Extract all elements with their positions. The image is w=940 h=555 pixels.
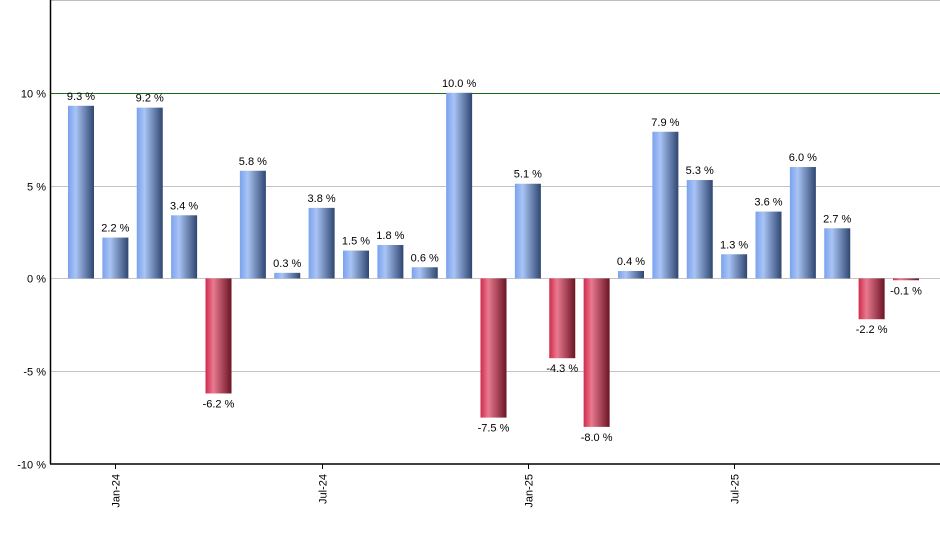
- y-tick-label: 5 %: [27, 182, 46, 194]
- bar: [205, 278, 232, 394]
- data-label: 9.3 %: [67, 91, 95, 103]
- bar: [686, 180, 713, 279]
- x-tick-label: Jan-24: [111, 474, 123, 508]
- bar: [68, 105, 94, 279]
- data-label: -4.3 %: [546, 363, 578, 375]
- data-label: 5.8 %: [239, 156, 267, 168]
- data-label: -2.2 %: [856, 324, 888, 336]
- bar: [480, 278, 507, 418]
- data-label: 0.4 %: [617, 256, 645, 268]
- y-tick-label: -5 %: [23, 367, 46, 379]
- bar: [549, 278, 576, 359]
- data-label: 2.2 %: [101, 223, 129, 235]
- data-label: 3.6 %: [754, 197, 782, 209]
- bar: [308, 207, 335, 279]
- data-label: 5.1 %: [514, 169, 542, 181]
- bar: [377, 244, 404, 279]
- bar: [102, 237, 129, 279]
- bar: [858, 278, 885, 320]
- bar: [411, 267, 438, 279]
- bar: [343, 250, 369, 279]
- data-label: 3.8 %: [308, 193, 336, 205]
- bar: [755, 211, 782, 279]
- axes: -10 % -5 % 0 % 5 % 10 % Jan-24 Jul-24 Jan-25 Jul…: [17, 0, 940, 508]
- bar: [652, 131, 679, 279]
- bar: [171, 215, 198, 279]
- data-label: 3.4 %: [170, 200, 198, 212]
- bar: [583, 278, 610, 427]
- data-label: 1.3 %: [720, 239, 748, 251]
- bar: [274, 272, 301, 279]
- data-label: -7.5 %: [478, 423, 510, 435]
- data-label: -8.0 %: [581, 432, 613, 444]
- y-tick-label: -10 %: [17, 460, 46, 472]
- bar: [893, 278, 919, 281]
- bar: [789, 167, 816, 279]
- bars: 9.3 % 2.2 % 9.2 % 3.4 % -6.2 % 5.8 % 0.3 % 3.8 …: [67, 78, 922, 444]
- y-tick-label: 0 %: [27, 274, 46, 286]
- x-tick-label: Jul-25: [730, 474, 742, 504]
- y-tick-label: 10 %: [21, 89, 46, 101]
- data-label: 10.0 %: [442, 78, 476, 90]
- data-label: -6.2 %: [203, 398, 235, 410]
- bar: [239, 170, 266, 279]
- data-label: 9.2 %: [136, 93, 164, 105]
- data-label: 1.8 %: [376, 230, 404, 242]
- data-label: -0.1 %: [890, 285, 922, 297]
- data-label: 0.6 %: [411, 252, 439, 264]
- x-tick-label: Jul-24: [318, 474, 330, 504]
- x-tick-label: Jan-25: [524, 474, 536, 508]
- data-label: 1.5 %: [342, 236, 370, 248]
- data-label: 0.3 %: [273, 258, 301, 270]
- bar: [136, 107, 163, 279]
- bar: [514, 183, 541, 279]
- data-label: 6.0 %: [789, 152, 817, 164]
- data-label: 5.3 %: [686, 165, 714, 177]
- bar: [446, 92, 473, 279]
- bar: [618, 270, 644, 279]
- bar: [824, 228, 851, 279]
- data-label: 7.9 %: [651, 117, 679, 129]
- data-label: 2.7 %: [823, 213, 851, 225]
- bar: [721, 254, 748, 279]
